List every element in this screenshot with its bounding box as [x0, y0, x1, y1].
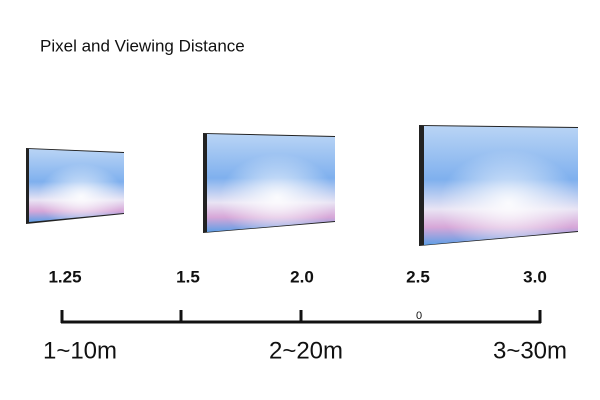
- scale-marker: 0: [416, 310, 422, 322]
- title: Pixel and Viewing Distance: [40, 36, 245, 55]
- scale-line: [60, 310, 542, 324]
- screen-medium: [203, 133, 335, 233]
- pitch-label: 1.25: [48, 267, 81, 286]
- pitch-label: 2.5: [406, 267, 430, 286]
- distance-label: 1~10m: [43, 337, 117, 364]
- pitch-label: 1.5: [176, 267, 200, 286]
- screen-large: [419, 125, 578, 246]
- screen-small: [26, 148, 124, 224]
- distance-label: 3~30m: [493, 337, 567, 364]
- distance-label: 2~20m: [269, 337, 343, 364]
- pitch-label: 3.0: [523, 267, 547, 286]
- pitch-label: 2.0: [290, 267, 314, 286]
